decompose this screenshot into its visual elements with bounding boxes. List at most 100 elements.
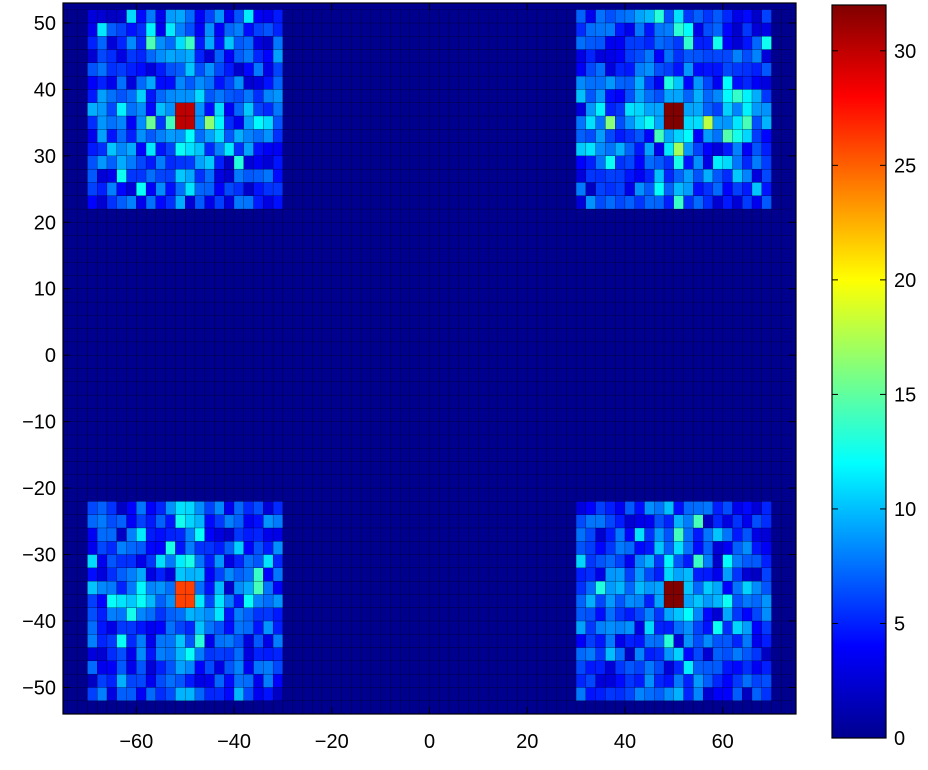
heatmap-cell: [410, 568, 420, 581]
heatmap-cell: [254, 116, 264, 129]
heatmap-cell: [156, 89, 166, 102]
heatmap-cell: [693, 302, 703, 315]
heatmap-cell: [537, 169, 547, 182]
heatmap-cell: [732, 488, 742, 501]
heatmap-cell: [517, 541, 527, 554]
heatmap-cell: [537, 435, 547, 448]
heatmap-cell: [322, 236, 332, 249]
heatmap-cell: [772, 315, 782, 328]
heatmap-cell: [752, 23, 762, 36]
heatmap-cell: [752, 568, 762, 581]
heatmap-cell: [127, 621, 137, 634]
heatmap-cell: [752, 275, 762, 288]
heatmap-cell: [781, 621, 791, 634]
x-tick-label: 0: [424, 731, 435, 753]
heatmap-cell: [214, 275, 224, 288]
heatmap-cell: [78, 23, 88, 36]
heatmap-cell: [586, 156, 596, 169]
heatmap-cell: [723, 594, 733, 607]
heatmap-cell: [185, 36, 195, 49]
heatmap-cell: [361, 448, 371, 461]
heatmap-cell: [498, 555, 508, 568]
heatmap-cell: [645, 528, 655, 541]
heatmap-cell: [762, 501, 772, 514]
heatmap-cell: [68, 687, 78, 700]
heatmap-cell: [293, 289, 303, 302]
heatmap-cell: [117, 608, 127, 621]
heatmap-cell: [156, 475, 166, 488]
heatmap-cell: [273, 182, 283, 195]
heatmap-cell: [517, 687, 527, 700]
heatmap-cell: [527, 701, 537, 714]
heatmap-cell: [772, 10, 782, 23]
heatmap-cell: [302, 342, 312, 355]
heatmap-cell: [752, 63, 762, 76]
heatmap-cell: [459, 368, 469, 381]
heatmap-cell: [439, 448, 449, 461]
heatmap-cell: [371, 143, 381, 156]
heatmap-cell: [63, 408, 68, 421]
heatmap-cell: [254, 661, 264, 674]
heatmap-cell: [283, 249, 293, 262]
heatmap-cell: [478, 236, 488, 249]
heatmap-cell: [645, 196, 655, 209]
heatmap-cell: [762, 687, 772, 700]
heatmap-cell: [175, 435, 185, 448]
heatmap-cell: [263, 10, 273, 23]
heatmap-cell: [185, 382, 195, 395]
heatmap-cell: [762, 528, 772, 541]
heatmap-cell: [781, 76, 791, 89]
heatmap-cell: [723, 196, 733, 209]
heatmap-cell: [517, 395, 527, 408]
heatmap-cell: [742, 368, 752, 381]
heatmap-cell: [674, 461, 684, 474]
heatmap-cell: [703, 701, 713, 714]
heatmap-cell: [361, 634, 371, 647]
heatmap-cell: [381, 36, 391, 49]
heatmap-cell: [664, 116, 674, 129]
heatmap-cell: [97, 63, 107, 76]
heatmap-cell: [488, 515, 498, 528]
heatmap-cell: [78, 568, 88, 581]
heatmap-cell: [723, 275, 733, 288]
heatmap-cell: [420, 701, 430, 714]
heatmap-cell: [625, 209, 635, 222]
heatmap-cell: [557, 289, 567, 302]
heatmap-cell: [332, 448, 342, 461]
heatmap-cell: [166, 156, 176, 169]
heatmap-cell: [527, 89, 537, 102]
heatmap-cell: [615, 435, 625, 448]
heatmap-cell: [195, 342, 205, 355]
heatmap-cell: [469, 236, 479, 249]
heatmap-cell: [127, 661, 137, 674]
heatmap-cell: [625, 302, 635, 315]
heatmap-cell: [312, 329, 322, 342]
heatmap-cell: [293, 76, 303, 89]
heatmap-cell: [185, 621, 195, 634]
heatmap-cell: [136, 329, 146, 342]
heatmap-cell: [772, 355, 782, 368]
heatmap-cell: [273, 222, 283, 235]
heatmap-cell: [508, 10, 518, 23]
heatmap-cell: [97, 116, 107, 129]
heatmap-cell: [332, 501, 342, 514]
heatmap-cell: [107, 568, 117, 581]
heatmap-cell: [185, 448, 195, 461]
heatmap-cell: [332, 395, 342, 408]
heatmap-cell: [127, 382, 137, 395]
heatmap-cell: [488, 661, 498, 674]
heatmap-cell: [87, 501, 97, 514]
heatmap-cell: [781, 674, 791, 687]
heatmap-cell: [732, 355, 742, 368]
heatmap-cell: [566, 262, 576, 275]
heatmap-cell: [410, 355, 420, 368]
heatmap-cell: [449, 36, 459, 49]
heatmap-cell: [674, 568, 684, 581]
heatmap-cell: [547, 701, 557, 714]
heatmap-cell: [439, 209, 449, 222]
heatmap-cell: [654, 661, 664, 674]
heatmap-cell: [469, 461, 479, 474]
heatmap-cell: [615, 262, 625, 275]
heatmap-cell: [166, 169, 176, 182]
